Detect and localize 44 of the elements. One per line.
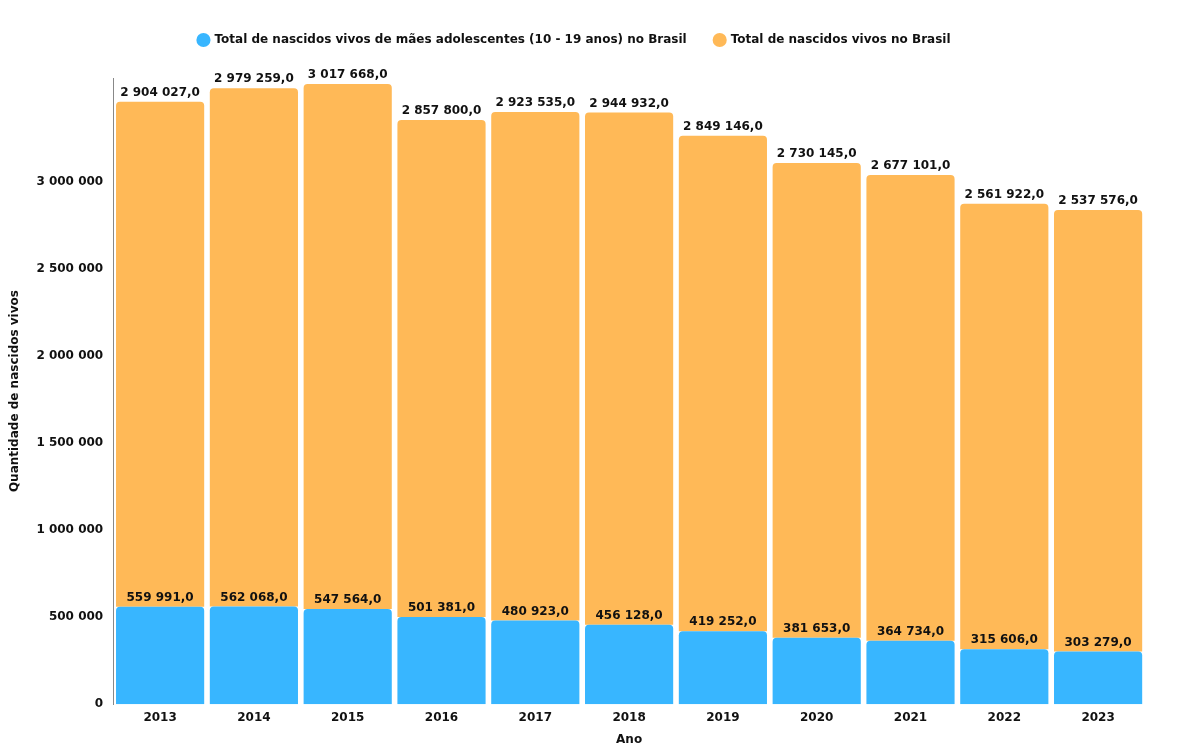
y-tick-label: 1 000 000 (36, 522, 104, 537)
data-label: 480 923,0 (501, 603, 569, 618)
data-label: 559 991,0 (126, 589, 194, 604)
legend-label: Total de nascidos vivos no Brasil (730, 32, 951, 47)
x-axis-title: Ano (616, 731, 643, 746)
data-label: 2 923 535,0 (495, 95, 576, 110)
x-tick-label: 2013 (143, 709, 177, 724)
y-tick-label: 500 000 (48, 609, 104, 624)
y-tick-label: 2 500 000 (36, 261, 104, 276)
data-label: 547 564,0 (314, 592, 382, 607)
y-axis-title: Quantidade de nascidos vivos (7, 290, 22, 493)
data-label: 381 653,0 (783, 620, 851, 635)
data-label: 2 944 932,0 (589, 95, 669, 110)
x-tick-label: 2019 (706, 709, 740, 724)
data-label: 2 730 145,0 (776, 146, 857, 161)
data-label: 2 979 259,0 (214, 71, 294, 86)
x-tick-label: 2014 (237, 709, 271, 724)
legend-label: Total de nascidos vivos de mães adolescentes (10 - 19 anos) no Brasil (214, 32, 687, 47)
data-label: 2 537 576,0 (1058, 193, 1138, 208)
data-label: 562 068,0 (220, 589, 288, 604)
y-tick-label: 1 500 000 (36, 435, 104, 450)
data-label: 2 561 922,0 (964, 186, 1045, 201)
x-tick-label: 2016 (424, 709, 459, 724)
x-tick-label: 2018 (612, 709, 646, 724)
x-tick-label: 2017 (518, 709, 552, 724)
data-label: 2 857 800,0 (401, 103, 482, 118)
y-tick-label: 3 000 000 (36, 174, 104, 189)
y-tick-label: 0 (94, 696, 104, 711)
data-label: 419 252,0 (689, 614, 757, 629)
data-label: 2 904 027,0 (120, 84, 200, 99)
data-label: 364 734,0 (876, 623, 945, 638)
data-label: 315 606,0 (970, 632, 1038, 647)
data-label: 3 017 668,0 (307, 67, 388, 82)
data-label: 456 128,0 (595, 607, 663, 622)
x-tick-label: 2023 (1081, 709, 1115, 724)
data-label: 501 381,0 (407, 600, 476, 615)
x-tick-label: 2022 (987, 709, 1021, 724)
data-label: 303 279,0 (1064, 634, 1132, 649)
x-tick-label: 2020 (800, 709, 834, 724)
x-tick-label: 2021 (893, 709, 928, 724)
y-tick-label: 2 000 000 (36, 348, 104, 363)
data-label: 2 677 101,0 (870, 158, 951, 173)
x-tick-label: 2015 (331, 709, 365, 724)
data-label: 2 849 146,0 (683, 118, 763, 133)
